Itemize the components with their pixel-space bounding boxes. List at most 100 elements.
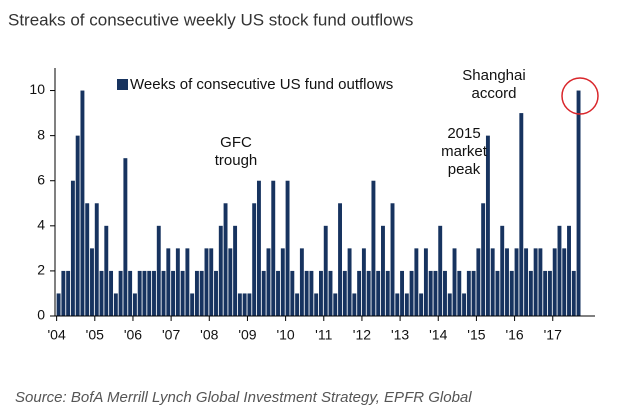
bar — [400, 270, 405, 316]
bar — [99, 270, 104, 316]
bar — [490, 248, 495, 316]
bar — [285, 180, 290, 316]
bar — [314, 293, 319, 316]
bar — [137, 270, 142, 316]
bar — [56, 293, 61, 316]
bar — [466, 270, 471, 316]
bar — [180, 270, 185, 316]
x-tick-label: '04 — [48, 327, 66, 343]
bar — [299, 248, 304, 316]
bar — [247, 293, 252, 316]
bar — [266, 248, 271, 316]
bar — [280, 248, 285, 316]
bar — [328, 270, 333, 316]
annotation: accord — [471, 85, 516, 102]
bar — [113, 293, 118, 316]
bar — [404, 293, 409, 316]
bar — [376, 270, 381, 316]
bar — [538, 248, 543, 316]
bar — [443, 270, 447, 316]
bar — [123, 158, 128, 316]
bar — [175, 248, 180, 316]
bar — [385, 270, 390, 316]
bar — [552, 248, 557, 316]
bar — [90, 248, 94, 316]
bar — [438, 225, 443, 316]
bar — [319, 270, 323, 316]
x-tick-label: '10 — [276, 327, 294, 343]
bar — [447, 293, 452, 316]
bar — [295, 293, 300, 316]
x-tick-label: '17 — [544, 327, 562, 343]
bar — [557, 225, 562, 316]
bar — [118, 270, 123, 316]
bar — [218, 225, 223, 316]
bar — [185, 248, 190, 316]
bar — [347, 248, 352, 316]
annotation: peak — [448, 161, 481, 178]
bar — [524, 248, 529, 316]
bar — [309, 270, 314, 316]
source: Source: BofA Merrill Lynch Global Invest… — [15, 389, 472, 406]
bar — [61, 270, 66, 316]
y-tick-label: 10 — [29, 81, 45, 97]
bar — [147, 270, 152, 316]
bar — [256, 180, 261, 316]
bar — [204, 248, 209, 316]
bar — [571, 270, 576, 316]
legend-swatch — [117, 79, 128, 90]
bar — [371, 180, 376, 316]
bar — [528, 270, 533, 316]
bar — [109, 270, 114, 316]
x-tick-label: '14 — [429, 327, 447, 343]
bar — [576, 90, 581, 316]
x-tick-label: '13 — [391, 327, 409, 343]
bar — [495, 270, 500, 316]
bar — [271, 180, 276, 316]
bar — [304, 270, 309, 316]
bar — [276, 270, 280, 316]
chart-title: Streaks of consecutive weekly US stock f… — [8, 10, 413, 29]
bar — [199, 270, 204, 316]
y-tick-label: 0 — [37, 307, 45, 323]
y-tick-label: 6 — [37, 171, 45, 187]
bar — [419, 293, 424, 316]
x-tick-label: '15 — [467, 327, 485, 343]
y-tick-label: 2 — [37, 262, 45, 278]
bar — [209, 248, 214, 316]
legend-label: Weeks of consecutive US fund outflows — [130, 76, 393, 93]
bar — [70, 180, 75, 316]
bar — [66, 270, 71, 316]
bar — [381, 225, 385, 316]
bar — [166, 248, 171, 316]
bar — [452, 248, 457, 316]
x-tick-label: '05 — [86, 327, 104, 343]
bar — [128, 270, 133, 316]
highlight-circle — [561, 77, 599, 115]
bar — [252, 203, 257, 316]
bar — [228, 248, 233, 316]
bar — [462, 293, 467, 316]
bar — [533, 248, 538, 316]
bar — [237, 293, 242, 316]
bar — [505, 248, 509, 316]
x-tick-label: '07 — [162, 327, 180, 343]
annotation: market — [441, 143, 488, 160]
bar — [547, 270, 552, 316]
annotation: trough — [215, 152, 258, 169]
annotation: Shanghai — [462, 67, 525, 84]
bar — [233, 225, 238, 316]
bar — [85, 203, 90, 316]
bar — [142, 270, 147, 316]
bar — [342, 270, 347, 316]
bar — [543, 270, 548, 316]
x-tick-label: '08 — [200, 327, 218, 343]
bar — [152, 270, 156, 316]
bar — [514, 248, 519, 316]
bar — [171, 270, 176, 316]
bar — [290, 270, 295, 316]
bar — [156, 225, 161, 316]
bar — [567, 225, 571, 316]
bar — [357, 270, 362, 316]
